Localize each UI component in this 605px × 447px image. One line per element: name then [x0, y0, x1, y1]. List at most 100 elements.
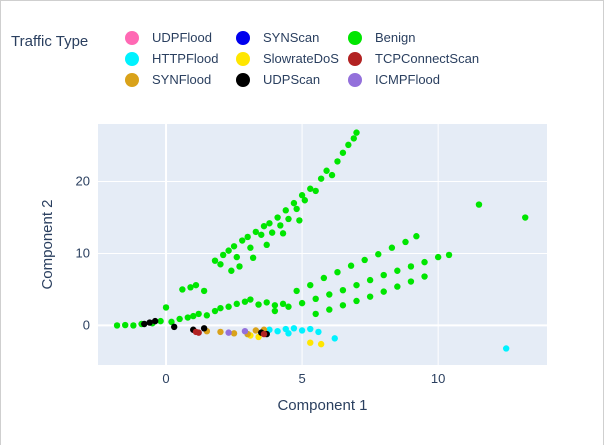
data-point — [298, 327, 306, 334]
data-point — [421, 258, 428, 266]
data-point — [298, 192, 306, 199]
data-point — [361, 256, 368, 264]
data-point — [195, 329, 202, 336]
data-point — [475, 201, 483, 208]
data-point — [339, 302, 347, 309]
legend-label: SlowrateDoS — [263, 51, 339, 66]
data-point — [317, 340, 325, 348]
legend-title: Traffic Type — [11, 33, 88, 50]
data-point — [323, 167, 330, 174]
data-point — [394, 283, 401, 290]
data-point — [146, 319, 153, 326]
tick-labels: 0 5 10 0 10 20 — [76, 174, 446, 386]
data-point — [317, 175, 325, 182]
legend-marker — [125, 31, 139, 45]
data-point — [236, 263, 243, 270]
y-axis-title: Component 2 — [39, 199, 56, 289]
data-point — [252, 228, 260, 236]
data-point — [190, 312, 197, 320]
data-point — [241, 327, 249, 335]
data-point — [434, 253, 442, 261]
y-tick-label: 20 — [76, 174, 90, 189]
series-benign — [113, 129, 529, 329]
data-point — [239, 237, 246, 244]
series-slowratedos — [247, 332, 325, 348]
data-point — [307, 325, 314, 333]
legend-label: ICMPFlood — [375, 72, 440, 87]
data-point — [312, 310, 319, 318]
data-point — [233, 300, 240, 308]
data-point — [217, 261, 224, 268]
data-point — [353, 297, 360, 305]
data-point — [263, 241, 270, 249]
x-tick-label: 0 — [162, 371, 169, 386]
data-point — [312, 187, 319, 195]
data-point — [307, 281, 314, 289]
data-point — [225, 329, 232, 336]
data-point — [157, 317, 164, 325]
data-point — [298, 299, 306, 307]
data-point — [184, 314, 191, 321]
data-point — [407, 263, 415, 270]
data-point — [168, 318, 175, 326]
legend-marker — [348, 52, 362, 66]
x-tick-label: 10 — [431, 371, 445, 386]
data-point — [217, 304, 224, 312]
legend-item-udpscan[interactable]: UDPScan — [236, 72, 320, 87]
data-point — [326, 291, 333, 298]
x-axis-title: Component 1 — [277, 397, 367, 414]
data-point — [334, 268, 341, 276]
data-point — [230, 330, 238, 337]
data-point — [407, 278, 415, 285]
data-point — [301, 197, 309, 204]
data-point — [130, 322, 137, 329]
data-point — [380, 288, 387, 295]
data-point — [353, 281, 360, 289]
data-point — [290, 325, 298, 332]
data-point — [179, 286, 186, 293]
data-point — [293, 287, 300, 295]
legend[interactable]: UDPFlood SYNScan Benign HTTPFlood SlowrateDo… — [125, 30, 479, 87]
legend-item-icmpflood[interactable]: ICMPFlood — [348, 72, 440, 87]
legend-label: SYNFlood — [152, 72, 211, 87]
data-point — [388, 244, 396, 251]
legend-item-tcpconnectscan[interactable]: TCPConnectScan — [348, 51, 479, 66]
data-point — [162, 304, 170, 311]
legend-label: SYNScan — [263, 30, 319, 45]
data-point — [320, 274, 328, 282]
data-point — [249, 254, 257, 262]
data-point — [122, 321, 129, 329]
data-point — [347, 262, 355, 269]
data-point — [200, 325, 208, 332]
data-point — [211, 257, 219, 264]
data-point — [263, 299, 270, 306]
data-point — [203, 312, 211, 319]
data-point — [502, 345, 510, 352]
data-point — [230, 243, 238, 250]
data-point — [279, 230, 287, 237]
data-point — [279, 300, 287, 308]
data-point — [266, 220, 273, 227]
data-point — [258, 231, 265, 238]
legend-item-benign[interactable]: Benign — [348, 30, 415, 45]
data-point — [200, 287, 208, 295]
data-point — [217, 328, 224, 336]
data-points — [113, 129, 529, 352]
data-point — [277, 222, 284, 229]
legend-item-slowratedos[interactable]: SlowrateDoS — [236, 51, 339, 66]
data-point — [285, 215, 292, 223]
legend-item-synscan[interactable]: SYNScan — [236, 30, 319, 45]
legend-item-httpflood[interactable]: HTTPFlood — [125, 51, 218, 66]
data-point — [331, 335, 338, 342]
legend-item-udpflood[interactable]: UDPFlood — [125, 30, 212, 45]
data-point — [271, 307, 279, 315]
data-point — [151, 317, 159, 325]
data-point — [225, 247, 232, 254]
data-point — [353, 129, 360, 136]
data-point — [290, 199, 298, 207]
data-point — [328, 171, 336, 179]
legend-item-synflood[interactable]: SYNFlood — [125, 72, 211, 87]
data-point — [241, 298, 249, 305]
data-point — [282, 207, 289, 214]
data-point — [195, 310, 202, 318]
